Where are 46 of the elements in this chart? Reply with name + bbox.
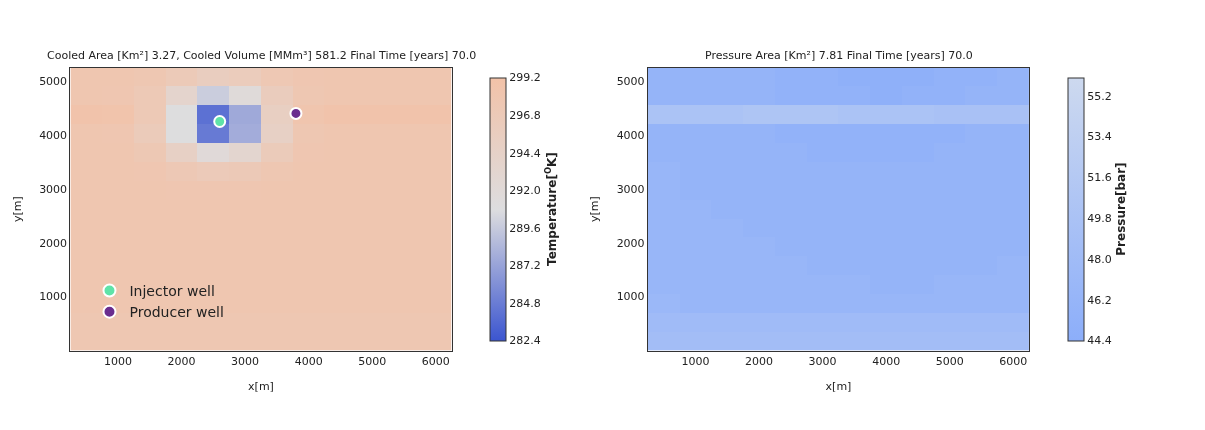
x-tick-label: 3000: [231, 354, 260, 368]
color-bar-label: 53.4: [1087, 130, 1112, 144]
y-axis-title: y[m]: [10, 196, 24, 222]
color-bar-label: 44.4: [1087, 334, 1112, 348]
x-tick-label: 4000: [872, 354, 901, 368]
legend-label: Producer well: [129, 304, 224, 321]
color-bar-label: 284.8: [509, 296, 541, 310]
x-tick-label: 1000: [104, 354, 133, 368]
y-tick-label: 4000: [39, 128, 68, 142]
color-bar-title: Pressure[bar]: [1113, 162, 1128, 256]
color-bar-label: 55.2: [1087, 89, 1112, 103]
color-bar-label: 296.8: [509, 108, 541, 122]
y-tick-label: 3000: [39, 182, 68, 196]
color-bar-label: 46.2: [1087, 293, 1112, 307]
x-axis-title: x[m]: [825, 380, 852, 393]
x-tick-label: 6000: [421, 354, 450, 368]
color-bar-label: 51.6: [1087, 171, 1112, 185]
y-tick-label: 2000: [39, 236, 68, 250]
color-bar-label: 289.6: [509, 221, 541, 235]
legend-label: Injector well: [129, 282, 215, 299]
color-bar-label: 299.2: [509, 71, 541, 85]
y-tick-label: 5000: [39, 74, 68, 88]
x-tick-label: 5000: [358, 354, 387, 368]
color-bar-label: 292.0: [509, 184, 541, 198]
color-bar-label: 48.0: [1087, 252, 1112, 266]
y-tick-label: 1000: [39, 290, 68, 304]
y-tick-label: 3000: [616, 182, 645, 196]
chart-title: Pressure Area [Km²] 7.81 Final Time [years] 70.0: [705, 49, 973, 62]
color-bar-label: 287.2: [509, 259, 541, 273]
x-axis-title: x[m]: [248, 380, 274, 393]
y-tick-label: 5000: [616, 74, 645, 88]
x-tick-label: 4000: [294, 354, 323, 368]
x-tick-label: 5000: [935, 354, 964, 368]
color-bar-label: 294.4: [509, 146, 541, 160]
x-tick-label: 6000: [999, 354, 1028, 368]
y-axis-title: y[m]: [588, 196, 602, 222]
color-bar-label: 49.8: [1087, 211, 1112, 225]
y-tick-label: 4000: [616, 128, 645, 142]
x-tick-label: 2000: [167, 354, 196, 368]
y-tick-label: 2000: [616, 236, 645, 250]
chart-title: Cooled Area [Km²] 3.27, Cooled Volume [MMm³] 581.2 Final Time [years] 70.0: [47, 49, 477, 62]
x-tick-label: 2000: [745, 354, 774, 368]
x-tick-label: 3000: [808, 354, 837, 368]
y-tick-label: 1000: [616, 290, 645, 304]
color-bar-label: 282.4: [509, 334, 541, 348]
x-tick-label: 1000: [681, 354, 710, 368]
